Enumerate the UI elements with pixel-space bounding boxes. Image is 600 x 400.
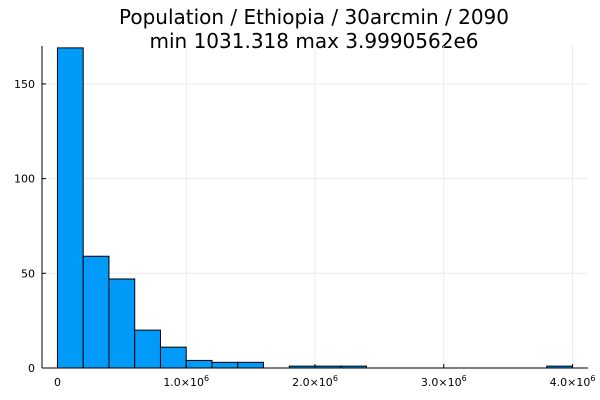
x-tick-label: 4.0×106	[550, 374, 596, 389]
histogram-bars	[56, 47, 574, 369]
y-tick-label: 0	[28, 362, 35, 375]
histogram-bar	[237, 361, 264, 369]
x-tick-label: 0	[54, 376, 61, 389]
histogram-bar	[159, 346, 187, 369]
y-axis-ticks: 0 50 100 150	[14, 78, 46, 375]
histogram-bar	[134, 329, 161, 369]
histogram-bar	[82, 255, 110, 369]
histogram-bar	[56, 47, 84, 369]
histogram-bar	[185, 359, 213, 369]
x-tick-label: 3.0×106	[421, 374, 467, 389]
chart-title-line-2: min 1031.318 max 3.9990562e6	[150, 29, 479, 53]
y-tick-label: 50	[21, 267, 35, 280]
y-tick-label: 150	[14, 78, 35, 91]
histogram-bar	[211, 361, 239, 369]
x-axis-ticks: 0 1.0×106 2.0×106 3.0×106 4.0×106	[54, 364, 596, 389]
chart-title-line-1: Population / Ethiopia / 30arcmin / 2090	[119, 5, 509, 29]
histogram-bar	[108, 278, 136, 369]
y-tick-label: 100	[14, 173, 35, 186]
x-tick-label: 1.0×106	[163, 374, 209, 389]
x-tick-label: 2.0×106	[292, 374, 338, 389]
